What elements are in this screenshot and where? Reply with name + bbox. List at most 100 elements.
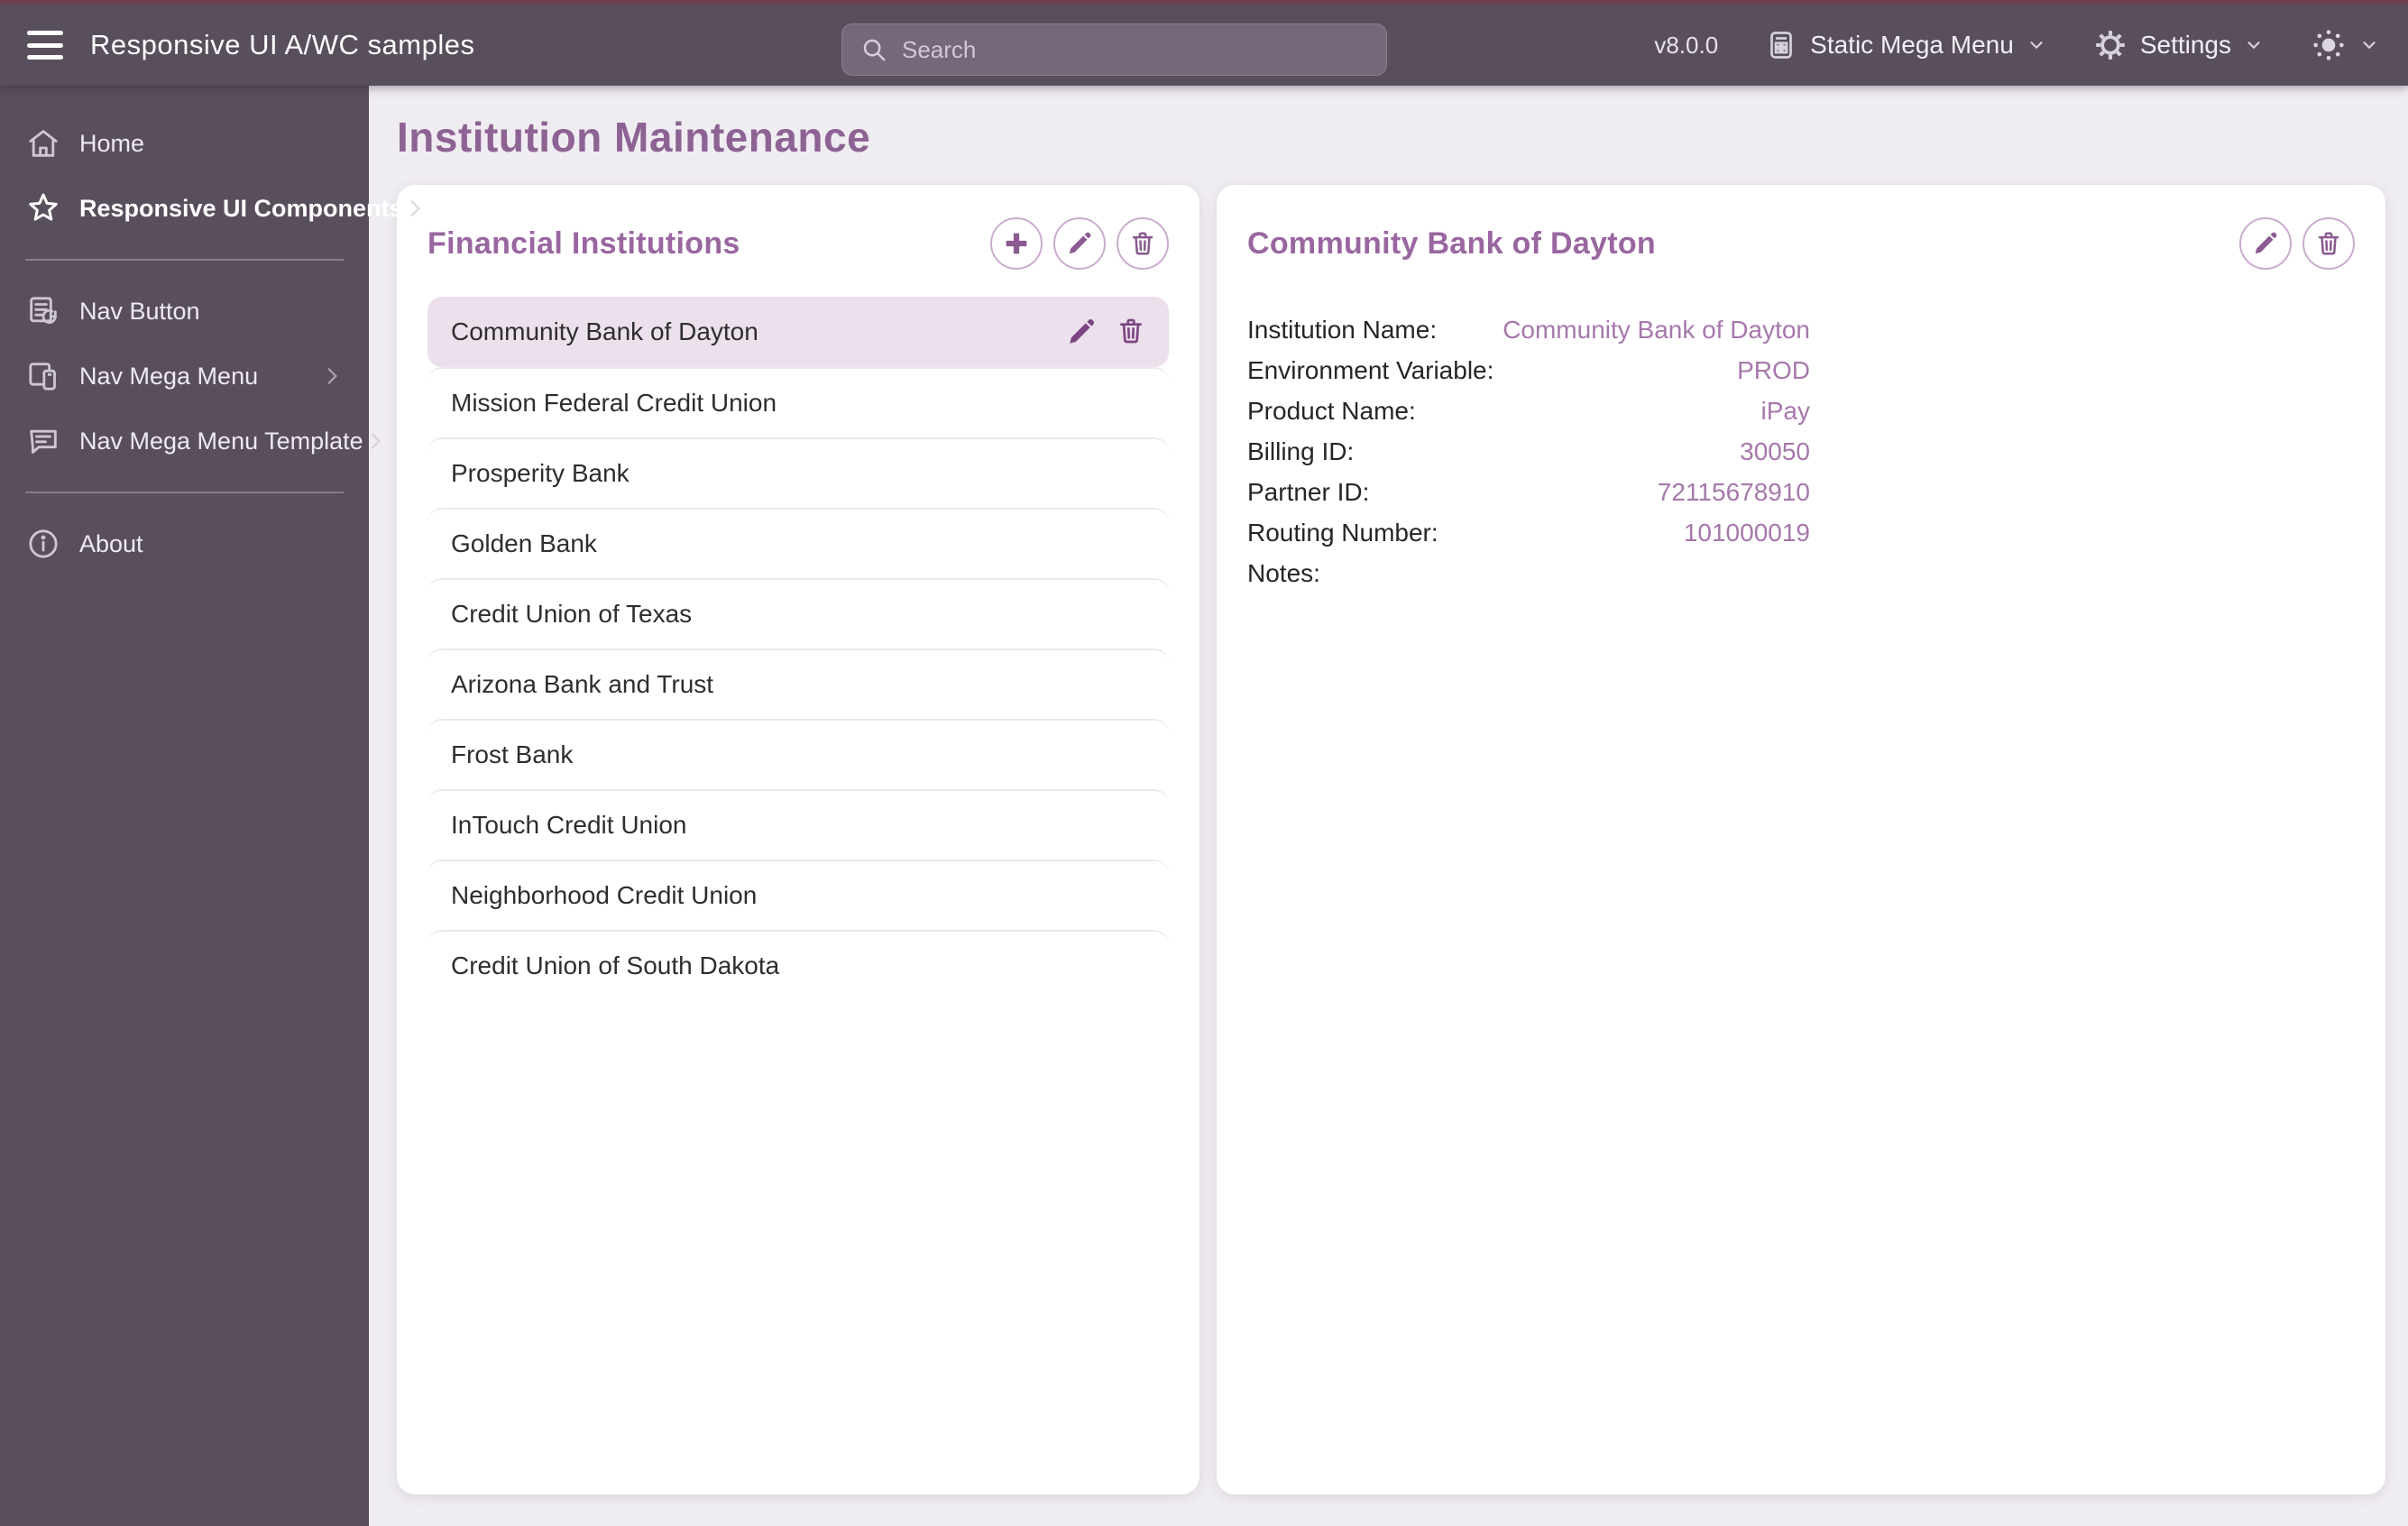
detail-row: Notes: [1247,553,1810,593]
institution-list-item[interactable]: Mission Federal Credit Union [427,367,1169,437]
sidebar-item-label: Nav Mega Menu [79,362,259,390]
theme-sun-icon [2313,30,2344,60]
financial-institutions-card: Financial Institutions [397,185,1199,1494]
institution-name: InTouch Credit Union [451,811,687,839]
institution-list-item[interactable]: Community Bank of Dayton [427,297,1169,367]
sidebar-item-nav-button[interactable]: Nav Button [0,279,369,344]
mega-menu-label: Static Mega Menu [1810,31,2014,59]
app-title: Responsive UI A/WC samples [90,29,475,60]
nav-mega-menu-template-icon [25,423,61,459]
search-input[interactable] [902,35,1368,64]
detail-value: 72115678910 [1657,477,1810,506]
trash-icon [2318,232,2339,255]
detail-row: Environment Variable: PROD [1247,350,1810,391]
institution-list-item[interactable]: InTouch Credit Union [427,789,1169,860]
detail-row: Billing ID: 30050 [1247,431,1810,472]
sidebar-item-label: Responsive UI Components [79,194,403,222]
hamburger-menu-icon[interactable] [27,31,63,60]
sidebar-nav: Home Responsive UI Components Nav Button Na… [0,111,420,576]
pencil-icon[interactable] [1066,317,1097,347]
detail-value: PROD [1737,355,1810,384]
sidebar-item-label: Home [79,129,145,157]
version-label: v8.0.0 [1654,31,1719,59]
sidebar-item-nav-mega-menu[interactable]: Nav Mega Menu [0,344,369,409]
sidebar-item-responsive-ui-components[interactable]: Responsive UI Components [0,176,420,241]
institution-list: Community Bank of Dayton Mission Federal … [427,297,1169,1000]
institution-name: Community Bank of Dayton [451,317,758,345]
detail-label: Institution Name: [1247,315,1438,344]
detail-label: Routing Number: [1247,518,1438,547]
add-institution-button[interactable] [990,217,1043,270]
detail-label: Partner ID: [1247,477,1370,506]
pencil-icon [1069,232,1091,254]
institution-list-item[interactable]: Credit Union of Texas [427,578,1169,648]
delete-detail-button[interactable] [2302,217,2355,270]
pencil-icon [2255,232,2277,254]
institution-name: Prosperity Bank [451,459,630,487]
detail-row: Routing Number: 101000019 [1247,512,1810,553]
institution-name: Credit Union of South Dakota [451,951,780,979]
institution-name: Golden Bank [451,529,597,557]
gear-icon [2095,31,2125,60]
sidebar-item-label: Nav Button [79,297,200,325]
chevron-down-icon [2030,41,2043,50]
settings-label: Settings [2139,31,2231,59]
detail-label: Environment Variable: [1247,355,1494,384]
static-mega-menu-dropdown[interactable]: Static Mega Menu [1765,29,2046,61]
sidebar-item-label: Nav Mega Menu Template [79,427,363,455]
financial-institutions-title: Financial Institutions [427,225,740,261]
search-box [841,23,1387,76]
trash-icon[interactable] [1117,317,1145,347]
detail-row: Institution Name: Community Bank of Dayto… [1247,309,1810,350]
detail-card-title: Community Bank of Dayton [1247,225,1657,261]
institution-list-item[interactable]: Arizona Bank and Trust [427,648,1169,719]
detail-value: 101000019 [1683,518,1810,547]
edit-institution-button[interactable] [1053,217,1106,270]
detail-row: Partner ID: 72115678910 [1247,472,1810,512]
mega-menu-icon [1770,32,1793,59]
main-content: Institution Maintenance Financial Instit… [369,86,2408,1526]
trash-icon [1132,232,1153,255]
detail-label: Billing ID: [1247,437,1355,465]
sidebar-item-nav-mega-menu-template[interactable]: Nav Mega Menu Template [0,409,381,473]
top-bar: Responsive UI A/WC samples v8.0.0 Static… [0,0,2408,86]
edit-detail-button[interactable] [2239,217,2292,270]
home-icon [25,125,61,161]
page-title: Institution Maintenance [397,114,871,161]
institution-list-item[interactable]: Golden Bank [427,508,1169,578]
chevron-right-icon [403,197,427,220]
sidebar: Home Responsive UI Components Nav Button Na… [0,86,420,1526]
sidebar-divider [25,259,344,261]
detail-value: Community Bank of Dayton [1503,315,1810,344]
institution-name: Arizona Bank and Trust [451,670,714,698]
sidebar-item-about[interactable]: About [0,511,369,576]
sidebar-item-home[interactable]: Home [0,111,369,176]
chevron-right-icon [320,364,344,388]
institution-detail-card: Community Bank of Dayton [1217,185,2385,1494]
settings-dropdown[interactable]: Settings [2093,28,2264,62]
institution-list-item[interactable]: Prosperity Bank [427,437,1169,508]
institution-list-item[interactable]: Neighborhood Credit Union [427,860,1169,930]
plus-icon [1006,233,1027,254]
theme-dropdown[interactable] [2311,27,2379,63]
detail-fields: Institution Name: Community Bank of Dayto… [1247,309,2355,593]
nav-mega-menu-icon [25,358,61,394]
star-icon [25,190,61,226]
institution-name: Credit Union of Texas [451,600,693,628]
detail-value: 30050 [1740,437,1810,465]
institution-name: Neighborhood Credit Union [451,881,758,909]
sidebar-divider [25,492,344,493]
search-icon [863,39,886,61]
topbar-right-group: v8.0.0 Static Mega Menu [1654,27,2379,63]
detail-label: Notes: [1247,558,1320,587]
row-actions [1066,317,1145,347]
nav-button-icon [25,293,61,329]
sidebar-item-label: About [79,529,143,557]
delete-institution-button[interactable] [1117,217,1169,270]
chevron-down-icon [2363,41,2376,50]
detail-label: Product Name: [1247,396,1416,425]
info-icon [25,526,61,562]
institution-list-item[interactable]: Credit Union of South Dakota [427,930,1169,1000]
institution-list-item[interactable]: Frost Bank [427,719,1169,789]
